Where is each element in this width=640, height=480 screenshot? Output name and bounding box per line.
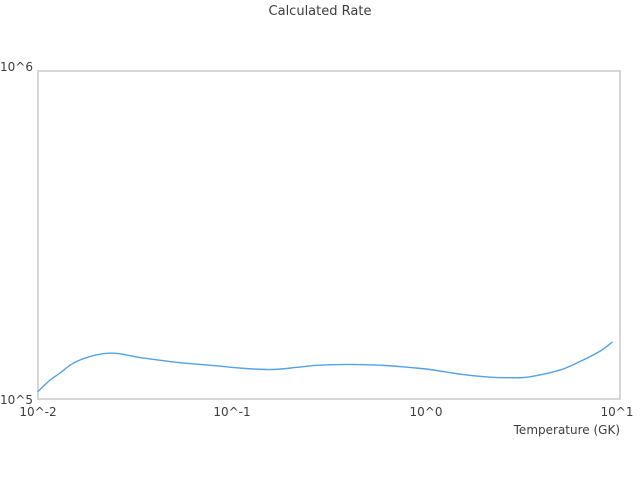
x-axis-title: Temperature (GK) (513, 423, 620, 437)
x-tick-label-1e0: 10^0 (409, 405, 443, 419)
x-tick-label-1e-2: 10^-2 (19, 405, 57, 419)
y-tick-label-1e6: 10^6 (0, 60, 33, 74)
plot-area (37, 70, 621, 400)
y-tick-label-1e5: 10^5 (0, 393, 33, 407)
x-tick-label-1e-1: 10^-1 (213, 405, 251, 419)
chart-title: Calculated Rate (268, 4, 372, 19)
x-tick-label-1e1: 10^1 (600, 405, 634, 419)
